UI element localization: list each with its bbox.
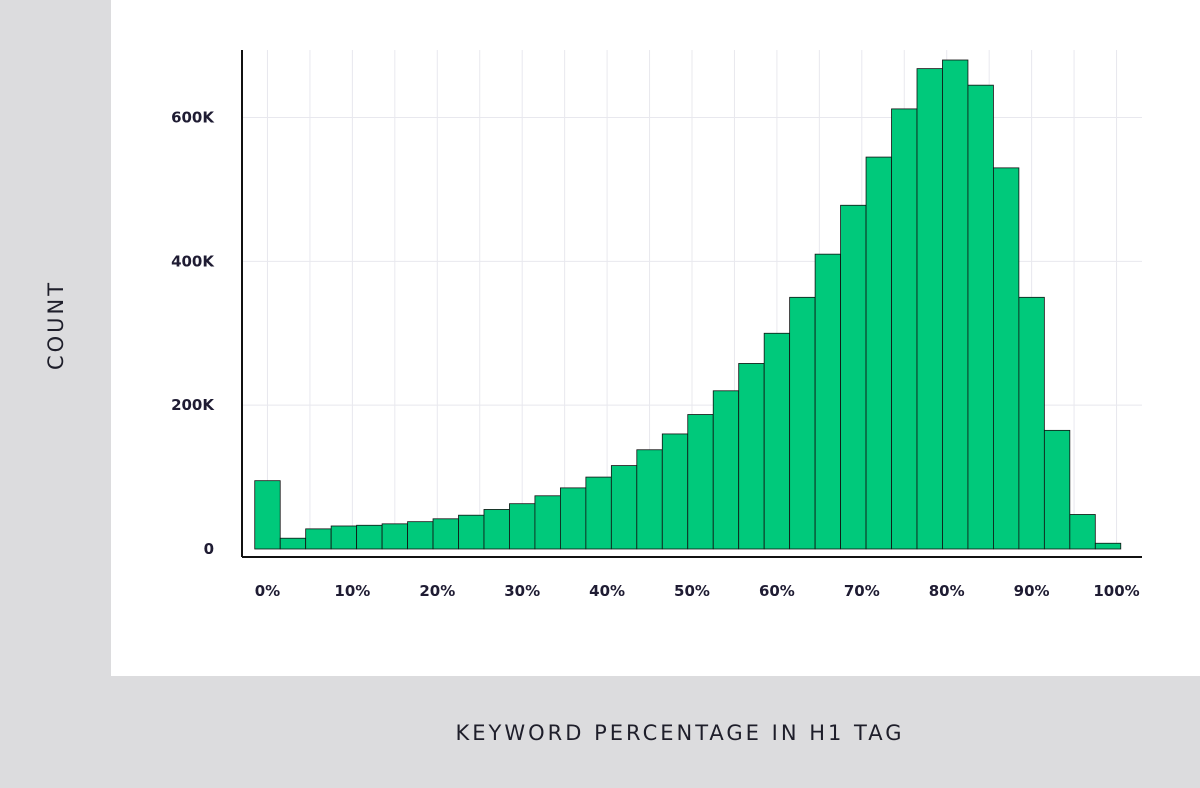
x-tick-label-3: 30% [504, 582, 540, 600]
histogram-bar-26 [916, 68, 943, 550]
histogram-bar-11 [534, 495, 561, 550]
histogram-bar-30 [1018, 296, 1045, 550]
y-tick-label-1: 200K [171, 396, 215, 414]
histogram-bar-17 [687, 414, 714, 550]
y-tick-label-0: 0 [204, 540, 214, 558]
histogram-bar-21 [789, 296, 816, 550]
histogram-bar-7 [432, 518, 459, 550]
histogram-bar-10 [509, 503, 536, 550]
axes [241, 50, 1142, 558]
histogram-bar-12 [559, 487, 587, 550]
x-tick-label-7: 70% [844, 582, 880, 600]
x-tick-label-4: 40% [589, 582, 625, 600]
x-tick-label-10: 100% [1093, 582, 1139, 600]
histogram-bar-6 [407, 521, 434, 550]
x-tick-label-5: 50% [674, 582, 710, 600]
histogram-bar-22 [814, 253, 841, 550]
histogram-bar-19 [738, 363, 765, 550]
histogram-bar-2 [305, 528, 332, 550]
histogram-bar-15 [636, 449, 663, 550]
histogram-bar-24 [865, 156, 892, 550]
tick-labels: 0 200K 400K 600K 0% 10% 20% 30% 40% 50% 60% 70% 80% 9… [171, 109, 1140, 600]
y-tick-label-2: 400K [171, 252, 215, 270]
histogram-bar-5 [381, 523, 408, 550]
histogram-bar-16 [661, 433, 689, 550]
histogram-bar-33 [1094, 542, 1122, 550]
histogram-bar-25 [891, 108, 918, 550]
histogram-bar-32 [1069, 514, 1096, 550]
x-tick-label-9: 90% [1014, 582, 1050, 600]
y-tick-label-3: 600K [171, 109, 215, 127]
x-tick-label-2: 20% [419, 582, 455, 600]
histogram-bar-9 [483, 509, 510, 550]
histogram-bar-4 [356, 524, 383, 550]
histogram-bar-20 [763, 332, 791, 550]
x-tick-label-0: 0% [255, 582, 280, 600]
histogram-bar-13 [585, 476, 612, 550]
x-tick-label-6: 60% [759, 582, 795, 600]
histogram-bar-14 [610, 465, 638, 550]
histogram-bar-0 [254, 480, 281, 550]
histogram-bars [254, 59, 1122, 550]
histogram-bar-8 [458, 514, 485, 550]
histogram-bar-23 [840, 204, 867, 550]
histogram-bar-27 [942, 59, 969, 550]
x-axis-title: KEYWORD PERCENTAGE IN H1 TAG [455, 721, 905, 745]
y-axis-label-band [0, 0, 111, 788]
histogram-bar-3 [330, 525, 358, 550]
histogram-bar-18 [712, 390, 740, 550]
x-tick-label-1: 10% [334, 582, 370, 600]
histogram-bar-29 [993, 167, 1020, 550]
histogram-bar-1 [279, 537, 307, 550]
histogram-bar-31 [1043, 429, 1071, 550]
x-tick-label-8: 80% [929, 582, 965, 600]
histogram-bar-28 [967, 84, 994, 550]
x-axis-label-band [111, 676, 1200, 788]
